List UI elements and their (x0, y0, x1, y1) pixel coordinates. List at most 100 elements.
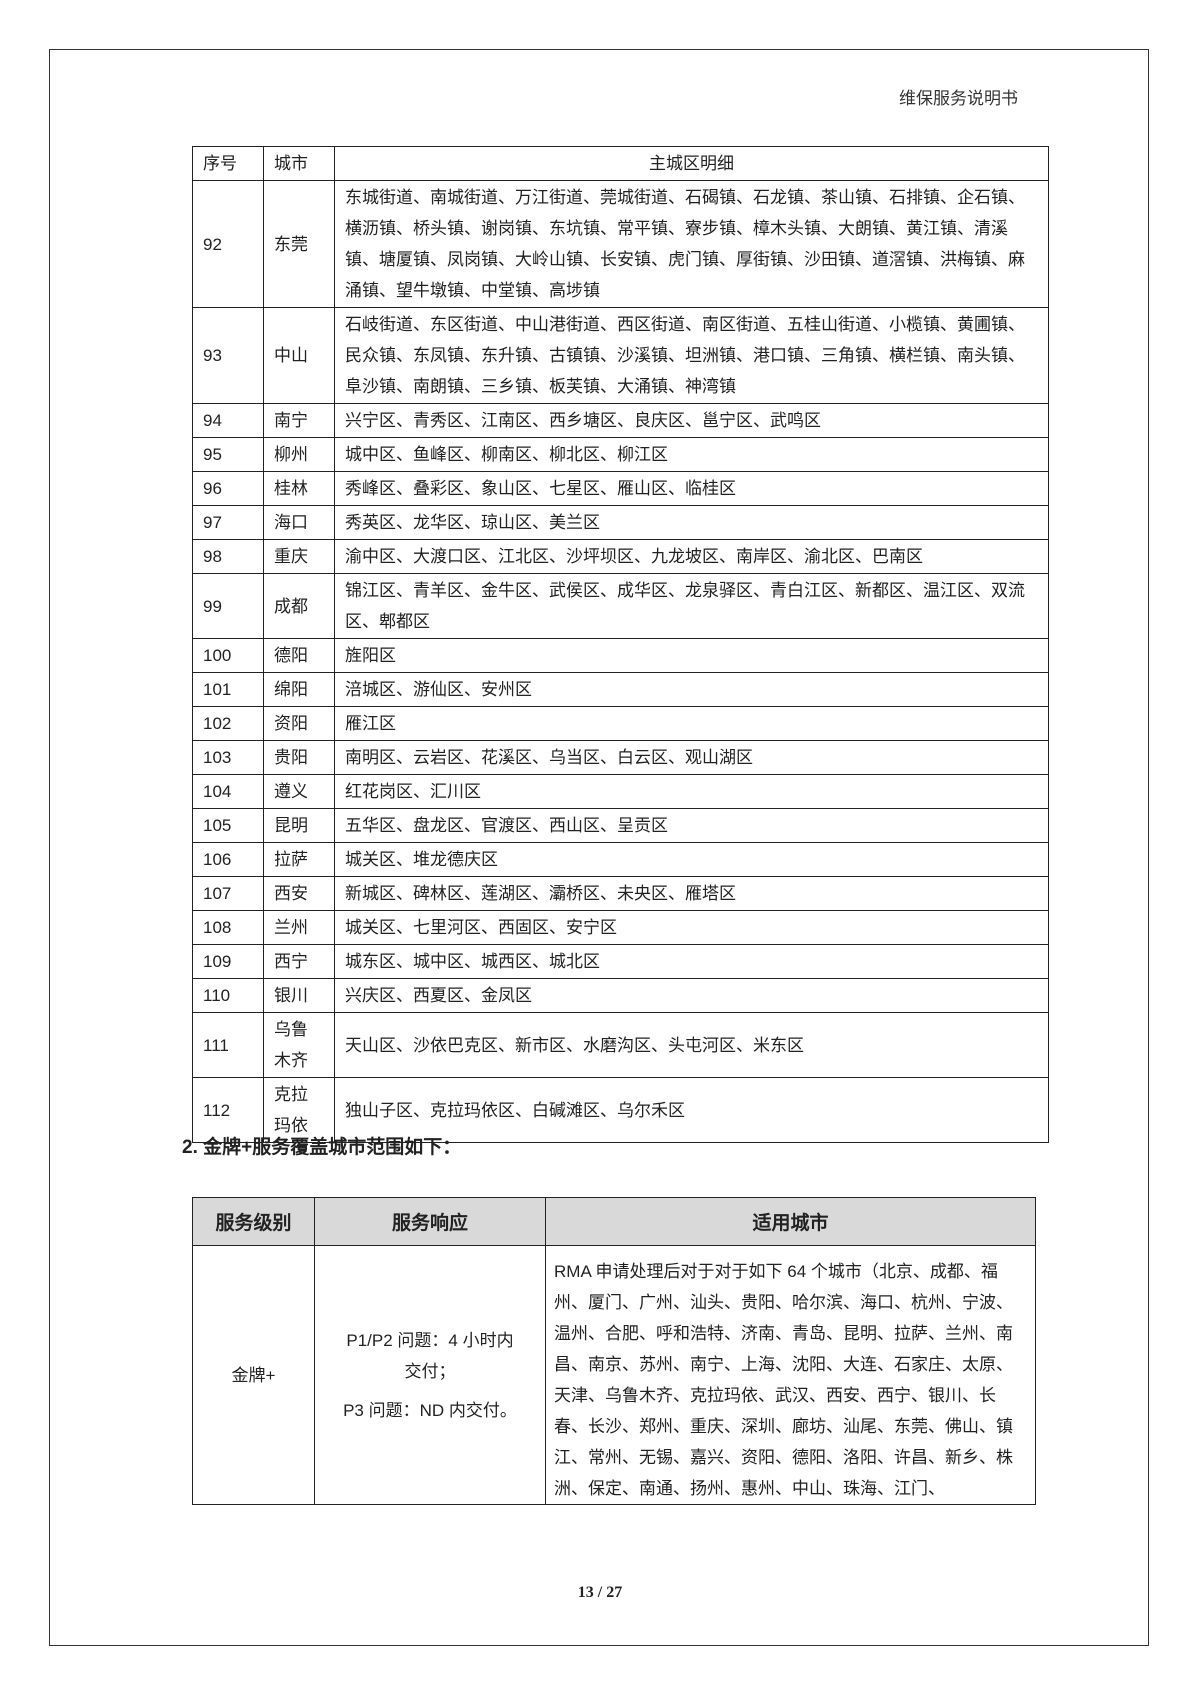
row-detail: 红花岗区、汇川区 (334, 774, 1049, 809)
page-number: 13 / 27 (577, 1584, 623, 1601)
row-no: 110 (192, 978, 264, 1013)
table-row: 95 柳州 城中区、鱼峰区、柳南区、柳北区、柳江区 (192, 437, 1049, 472)
table-row: 107 西安 新城区、碑林区、莲湖区、灞桥区、未央区、雁塔区 (192, 876, 1049, 911)
row-city: 遵义 (263, 774, 335, 809)
page-border (49, 49, 1149, 1646)
applicable-cities: RMA 申请处理后对于对于如下 64 个城市（北京、成都、福州、厦门、广州、汕头… (545, 1245, 1036, 1505)
row-detail: 雁江区 (334, 706, 1049, 741)
table-row: 96 桂林 秀峰区、叠彩区、象山区、七星区、雁山区、临桂区 (192, 471, 1049, 506)
row-no: 107 (192, 876, 264, 911)
table-row: 97 海口 秀英区、龙华区、琼山区、美兰区 (192, 505, 1049, 540)
row-no: 104 (192, 774, 264, 809)
row-city: 绵阳 (263, 672, 335, 707)
table-row: 金牌+ P1/P2 问题：4 小时内交付； P3 问题：ND 内交付。 RMA … (192, 1245, 1036, 1505)
row-detail: 五华区、盘龙区、官渡区、西山区、呈贡区 (334, 808, 1049, 843)
section-heading: 2. 金牌+服务覆盖城市范围如下： (182, 1137, 462, 1158)
row-city: 昆明 (263, 808, 335, 843)
table-row: 98 重庆 渝中区、大渡口区、江北区、沙坪坝区、九龙坡区、南岸区、渝北区、巴南区 (192, 539, 1049, 574)
main-district-table: 序号 城市 主城区明细 92 东莞 东城街道、南城街道、万江街道、莞城街道、石碣镇、… (192, 146, 1049, 1143)
document-header-title: 维保服务说明书 (899, 89, 1018, 108)
gold-plus-service-table: 服务级别 服务响应 适用城市 金牌+ P1/P2 问题：4 小时内交付； P3 … (192, 1197, 1036, 1505)
col-header-response: 服务响应 (314, 1197, 546, 1246)
row-no: 95 (192, 437, 264, 472)
service-level: 金牌+ (192, 1245, 315, 1505)
row-city: 克拉玛依 (263, 1077, 335, 1143)
table-row: 110 银川 兴庆区、西夏区、金凤区 (192, 978, 1049, 1013)
table-row: 108 兰州 城关区、七里河区、西固区、安宁区 (192, 910, 1049, 945)
row-city: 中山 (263, 307, 335, 404)
row-no: 100 (192, 638, 264, 673)
service-response: P1/P2 问题：4 小时内交付； P3 问题：ND 内交付。 (314, 1245, 546, 1505)
row-detail: 东城街道、南城街道、万江街道、莞城街道、石碣镇、石龙镇、茶山镇、石排镇、企石镇、… (334, 180, 1049, 308)
row-no: 109 (192, 944, 264, 979)
table-row: 103 贵阳 南明区、云岩区、花溪区、乌当区、白云区、观山湖区 (192, 740, 1049, 775)
table-row: 112 克拉玛依 独山子区、克拉玛依区、白碱滩区、乌尔禾区 (192, 1077, 1049, 1143)
response-p1p2: P1/P2 问题：4 小时内交付； (346, 1330, 514, 1381)
table-header-row: 服务级别 服务响应 适用城市 (192, 1197, 1036, 1246)
row-detail: 秀英区、龙华区、琼山区、美兰区 (334, 505, 1049, 540)
table-row: 104 遵义 红花岗区、汇川区 (192, 774, 1049, 809)
row-no: 108 (192, 910, 264, 945)
row-no: 103 (192, 740, 264, 775)
table-row: 93 中山 石岐街道、东区街道、中山港街道、西区街道、南区街道、五桂山街道、小榄镇、… (192, 307, 1049, 404)
row-detail: 渝中区、大渡口区、江北区、沙坪坝区、九龙坡区、南岸区、渝北区、巴南区 (334, 539, 1049, 574)
table-row: 105 昆明 五华区、盘龙区、官渡区、西山区、呈贡区 (192, 808, 1049, 843)
row-no: 93 (192, 307, 264, 404)
row-city: 南宁 (263, 403, 335, 438)
row-city: 贵阳 (263, 740, 335, 775)
row-detail: 旌阳区 (334, 638, 1049, 673)
response-p3: P3 问题：ND 内交付。 (343, 1400, 517, 1420)
row-detail: 秀峰区、叠彩区、象山区、七星区、雁山区、临桂区 (334, 471, 1049, 506)
table-row: 94 南宁 兴宁区、青秀区、江南区、西乡塘区、良庆区、邕宁区、武鸣区 (192, 403, 1049, 438)
row-no: 99 (192, 573, 264, 639)
row-detail: 锦江区、青羊区、金牛区、武侯区、成华区、龙泉驿区、青白江区、新都区、温江区、双流… (334, 573, 1049, 639)
row-no: 111 (192, 1012, 264, 1078)
row-city: 资阳 (263, 706, 335, 741)
row-no: 112 (192, 1077, 264, 1143)
row-city: 西安 (263, 876, 335, 911)
row-detail: 独山子区、克拉玛依区、白碱滩区、乌尔禾区 (334, 1077, 1049, 1143)
row-city: 柳州 (263, 437, 335, 472)
row-detail: 涪城区、游仙区、安州区 (334, 672, 1049, 707)
row-detail: 新城区、碑林区、莲湖区、灞桥区、未央区、雁塔区 (334, 876, 1049, 911)
table-row: 102 资阳 雁江区 (192, 706, 1049, 741)
row-detail: 天山区、沙依巴克区、新市区、水磨沟区、头屯河区、米东区 (334, 1012, 1049, 1078)
table-header-row: 序号 城市 主城区明细 (192, 146, 1049, 181)
col-header-no: 序号 (192, 146, 264, 181)
table-row: 92 东莞 东城街道、南城街道、万江街道、莞城街道、石碣镇、石龙镇、茶山镇、石排镇、… (192, 180, 1049, 308)
row-no: 94 (192, 403, 264, 438)
col-header-level: 服务级别 (192, 1197, 315, 1246)
row-detail: 南明区、云岩区、花溪区、乌当区、白云区、观山湖区 (334, 740, 1049, 775)
row-no: 98 (192, 539, 264, 574)
row-detail: 城中区、鱼峰区、柳南区、柳北区、柳江区 (334, 437, 1049, 472)
row-detail: 城关区、七里河区、西固区、安宁区 (334, 910, 1049, 945)
row-detail: 城关区、堆龙德庆区 (334, 842, 1049, 877)
row-no: 96 (192, 471, 264, 506)
row-city: 成都 (263, 573, 335, 639)
row-city: 兰州 (263, 910, 335, 945)
col-header-cities: 适用城市 (545, 1197, 1036, 1246)
row-detail: 石岐街道、东区街道、中山港街道、西区街道、南区街道、五桂山街道、小榄镇、黄圃镇、… (334, 307, 1049, 404)
row-city: 西宁 (263, 944, 335, 979)
row-no: 102 (192, 706, 264, 741)
row-city: 银川 (263, 978, 335, 1013)
row-no: 106 (192, 842, 264, 877)
row-detail: 城东区、城中区、城西区、城北区 (334, 944, 1049, 979)
table-row: 100 德阳 旌阳区 (192, 638, 1049, 673)
row-no: 101 (192, 672, 264, 707)
table-row: 109 西宁 城东区、城中区、城西区、城北区 (192, 944, 1049, 979)
table-row: 99 成都 锦江区、青羊区、金牛区、武侯区、成华区、龙泉驿区、青白江区、新都区、温江… (192, 573, 1049, 639)
row-no: 92 (192, 180, 264, 308)
row-no: 97 (192, 505, 264, 540)
row-city: 乌鲁木齐 (263, 1012, 335, 1078)
row-detail: 兴庆区、西夏区、金凤区 (334, 978, 1049, 1013)
col-header-detail: 主城区明细 (334, 146, 1049, 181)
row-city: 东莞 (263, 180, 335, 308)
row-city: 重庆 (263, 539, 335, 574)
table-row: 111 乌鲁木齐 天山区、沙依巴克区、新市区、水磨沟区、头屯河区、米东区 (192, 1012, 1049, 1078)
row-city: 海口 (263, 505, 335, 540)
row-city: 桂林 (263, 471, 335, 506)
col-header-city: 城市 (263, 146, 335, 181)
row-city: 拉萨 (263, 842, 335, 877)
row-detail: 兴宁区、青秀区、江南区、西乡塘区、良庆区、邕宁区、武鸣区 (334, 403, 1049, 438)
